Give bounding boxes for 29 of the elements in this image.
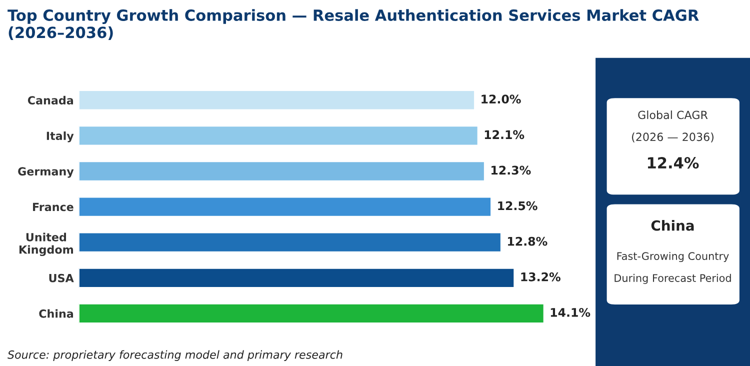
- y-tick-label: Germany: [18, 167, 74, 178]
- data-label: 12.0%: [482, 94, 521, 104]
- chart-title: Top Country Growth Comparison — Resale Authentication Services Market CAGR (2026–2036): [8, 9, 699, 40]
- bar: [78, 232, 502, 253]
- data-label: 12.8%: [508, 236, 548, 246]
- y-tick-label: USA: [49, 274, 74, 282]
- text: China: [651, 220, 694, 231]
- source-note: Source: proprietary forecasting model and primary research: [8, 350, 342, 361]
- text: (2026 — 2036): [632, 132, 714, 142]
- y-tick-label: Canada: [28, 96, 74, 105]
- text: 12.4%: [648, 157, 699, 169]
- data-label: 13.2%: [521, 272, 560, 282]
- bar: [78, 125, 479, 146]
- bar: [78, 302, 545, 324]
- data-label: 12.5%: [498, 201, 538, 210]
- text: Fast-Growing Country: [617, 252, 729, 262]
- y-tick-label: United Kingdom: [19, 232, 74, 256]
- bar: [78, 267, 516, 288]
- text: During Forecast Period: [614, 274, 731, 284]
- bar: [78, 160, 486, 182]
- data-label: 14.1%: [550, 308, 590, 317]
- data-label: 12.3%: [492, 166, 531, 175]
- bar: [78, 90, 476, 111]
- y-tick-label: Italy: [46, 131, 74, 142]
- text: Global CAGR: [638, 110, 708, 120]
- bar: [78, 196, 492, 218]
- data-label: 12.1%: [484, 130, 524, 140]
- y-tick-label: France: [33, 202, 74, 212]
- y-tick-label: China: [39, 309, 74, 318]
